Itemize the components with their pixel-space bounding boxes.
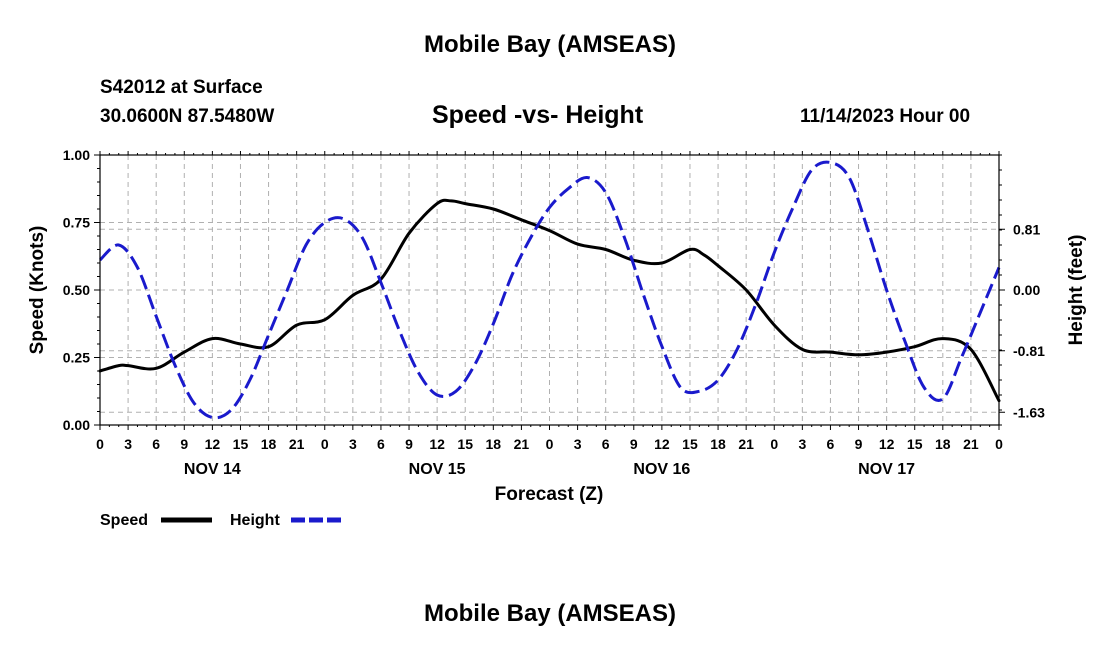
page-title: Mobile Bay (AMSEAS) xyxy=(423,31,677,58)
forecast-date-label: 11/14/2023 Hour 00 xyxy=(800,106,971,127)
x-tick-label: 18 xyxy=(935,436,951,452)
x-tick-label: 0 xyxy=(546,436,554,452)
series-line-height xyxy=(98,160,1001,420)
x-tick-label: 0 xyxy=(995,436,1003,452)
series-line-speed xyxy=(98,198,1001,403)
x-tick-label: 21 xyxy=(963,436,979,452)
x-tick-label: 0 xyxy=(321,436,329,452)
x-tick-label: 21 xyxy=(514,436,530,452)
x-tick-label: 3 xyxy=(124,436,132,452)
axis-ticks: 0 3 6 9 12 15 18 21 0 3 6 9 12 15 18 21 0 3 6 9 12 15 18 21 0 3 6 9… xyxy=(63,147,1045,478)
x-tick-label: 3 xyxy=(349,436,357,452)
station-label: S42012 at Surface xyxy=(100,77,263,98)
x-tick-label: 9 xyxy=(180,436,188,452)
x-day-label: NOV 14 xyxy=(184,461,241,478)
y-tick-label: 1.00 xyxy=(63,147,90,163)
x-tick-label: 0 xyxy=(770,436,778,452)
y-tick-label: 0.75 xyxy=(63,215,90,231)
x-tick-label: 6 xyxy=(827,436,835,452)
x-tick-label: 15 xyxy=(682,436,698,452)
y2-tick-label: 0.81 xyxy=(1013,221,1040,237)
series-lines xyxy=(98,160,1001,420)
x-tick-label: 0 xyxy=(96,436,104,452)
x-tick-label: 12 xyxy=(879,436,895,452)
y-tick-label: 0.50 xyxy=(63,282,90,298)
y2-tick-label: -0.81 xyxy=(1013,343,1045,359)
x-tick-label: 3 xyxy=(798,436,806,452)
x-tick-label: 21 xyxy=(289,436,305,452)
x-day-label: NOV 16 xyxy=(633,461,690,478)
y-axis-label: Speed (Knots) xyxy=(27,226,48,355)
x-tick-label: 15 xyxy=(233,436,249,452)
footer-title: Mobile Bay (AMSEAS) xyxy=(423,600,677,627)
x-tick-label: 21 xyxy=(738,436,754,452)
x-axis-label: Forecast (Z) xyxy=(495,484,604,505)
x-tick-label: 12 xyxy=(205,436,221,452)
y-tick-label: 0.00 xyxy=(63,417,90,433)
x-tick-label: 9 xyxy=(855,436,863,452)
y2-tick-label: -1.63 xyxy=(1013,404,1045,420)
x-tick-label: 18 xyxy=(261,436,277,452)
y2-tick-label: 0.00 xyxy=(1013,282,1040,298)
x-tick-label: 3 xyxy=(574,436,582,452)
x-tick-label: 9 xyxy=(630,436,638,452)
coordinates-label: 30.0600N 87.5480W xyxy=(100,106,275,127)
x-tick-label: 15 xyxy=(907,436,923,452)
x-tick-label: 6 xyxy=(602,436,610,452)
x-tick-label: 6 xyxy=(377,436,385,452)
y-tick-label: 0.25 xyxy=(63,350,90,366)
x-day-label: NOV 15 xyxy=(409,461,466,478)
x-tick-label: 9 xyxy=(405,436,413,452)
x-tick-label: 12 xyxy=(654,436,670,452)
x-tick-label: 18 xyxy=(486,436,502,452)
chart-title: Speed -vs- Height xyxy=(432,101,644,129)
grid xyxy=(100,155,999,425)
y2-axis-label: Height (feet) xyxy=(1066,235,1087,346)
x-tick-label: 18 xyxy=(710,436,726,452)
x-day-label: NOV 17 xyxy=(858,461,915,478)
x-tick-label: 12 xyxy=(429,436,445,452)
legend-height-label: Height xyxy=(230,512,280,529)
x-tick-label: 6 xyxy=(152,436,160,452)
legend-speed-label: Speed xyxy=(100,512,148,529)
x-tick-label: 15 xyxy=(457,436,473,452)
legend: Speed Height xyxy=(100,512,342,529)
